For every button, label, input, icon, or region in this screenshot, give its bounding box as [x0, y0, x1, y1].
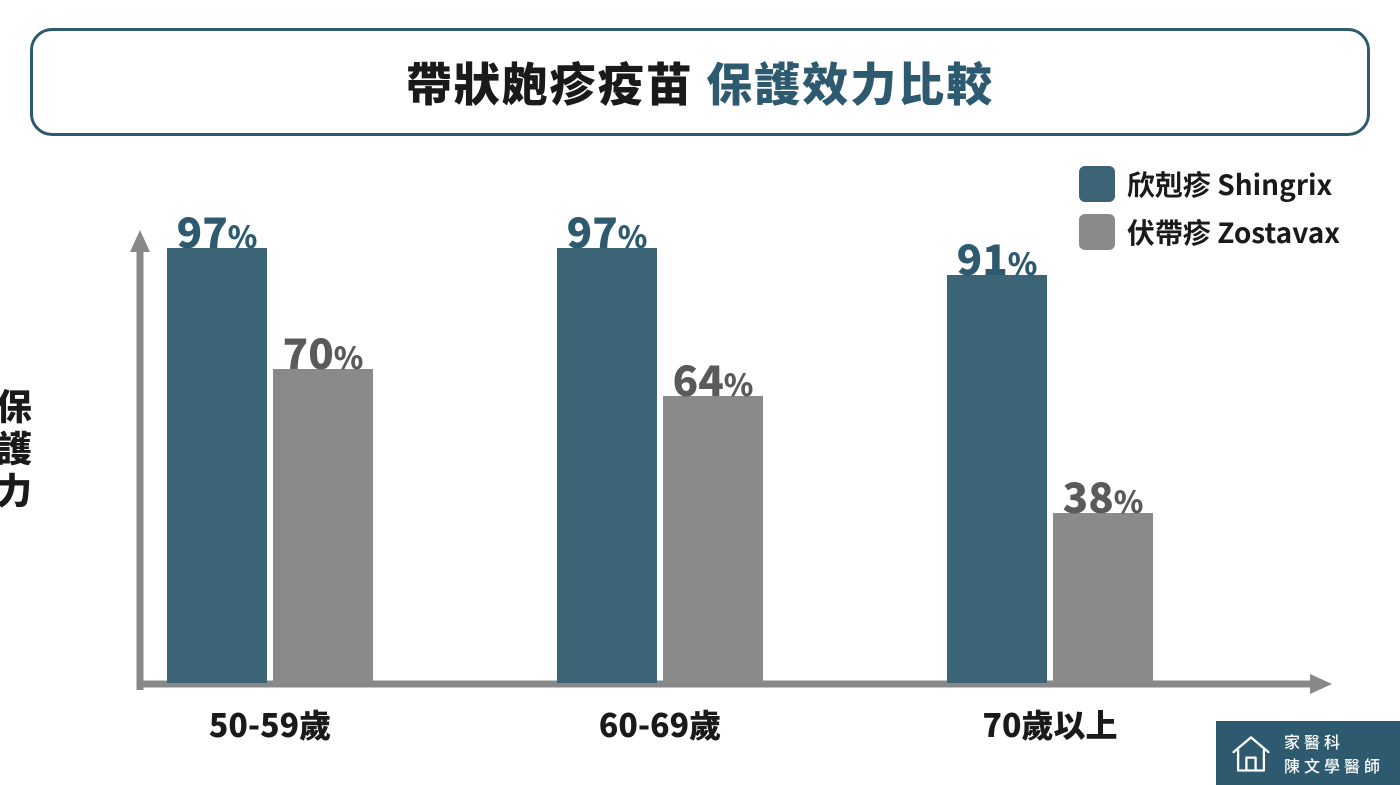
chart-title: 帶狀皰疹疫苗 保護效力比較 [406, 49, 995, 115]
legend-item: 欣剋疹 Shingrix [1079, 164, 1340, 204]
bar: 38% [1053, 513, 1153, 683]
legend-swatch-shingrix [1079, 166, 1115, 202]
bar: 70% [273, 369, 373, 683]
bar-value-label: 97% [567, 200, 648, 261]
bar-value-label: 64% [673, 348, 754, 409]
house-icon [1228, 730, 1274, 776]
bar: 64% [663, 396, 763, 683]
legend-label-shingrix: 欣剋疹 Shingrix [1127, 164, 1332, 204]
y-axis-label: 保護力 [0, 388, 40, 514]
bar-chart: 97%70%97%64%91%38% 50-59歲60-69歲70歲以上 [140, 235, 1320, 690]
bar: 97% [557, 248, 657, 683]
credit-line-2: 陳文學醫師 [1284, 753, 1384, 777]
credit-line-1: 家醫科 [1284, 729, 1384, 753]
chart-title-box: 帶狀皰疹疫苗 保護效力比較 [30, 28, 1370, 136]
bar-value-label: 70% [283, 321, 364, 382]
title-highlight-text: 保護效力比較 [706, 49, 994, 115]
bar-group: 97%64% [557, 248, 763, 683]
x-tick-label: 70歲以上 [983, 701, 1118, 747]
bar: 91% [947, 275, 1047, 683]
bar-value-label: 38% [1063, 465, 1144, 526]
y-axis-line [128, 230, 158, 690]
x-tick-label: 50-59歲 [209, 701, 331, 747]
bar-group: 91%38% [947, 275, 1153, 683]
bar: 97% [167, 248, 267, 683]
title-main-text: 帶狀皰疹疫苗 [406, 49, 694, 115]
credit-text: 家醫科 陳文學醫師 [1284, 729, 1384, 777]
bar-group: 97%70% [167, 248, 373, 683]
credit-badge: 家醫科 陳文學醫師 [1216, 721, 1400, 785]
x-tick-label: 60-69歲 [599, 701, 721, 747]
bar-value-label: 97% [177, 200, 258, 261]
bar-value-label: 91% [957, 227, 1038, 288]
